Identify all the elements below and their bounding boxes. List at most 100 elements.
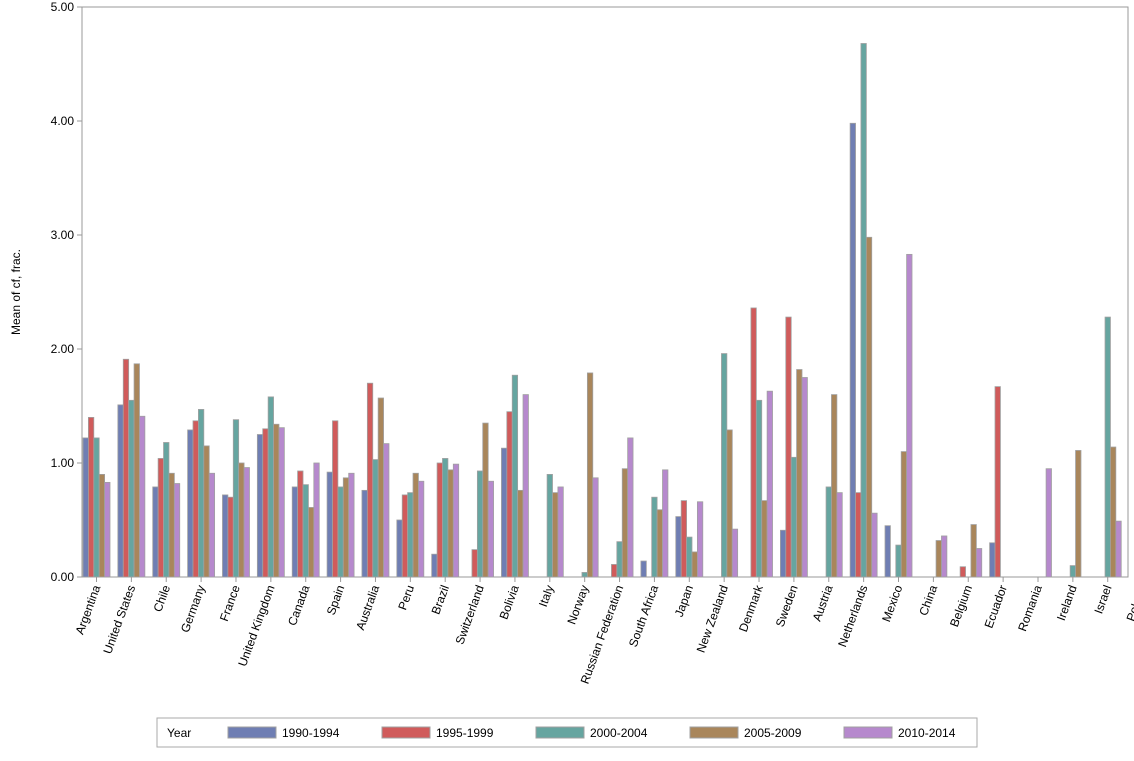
- bar-2010-2014-france: [243, 467, 250, 578]
- bar-2005-2009-germany: [203, 445, 210, 578]
- x-tick-label: New Zealand: [694, 583, 731, 654]
- bar-1990-1994-brazil: [431, 553, 438, 578]
- bar-2005-2009-south-africa: [656, 509, 663, 578]
- bar-2000-2004-brazil: [442, 458, 449, 578]
- bar-2000-2004-bolivia: [511, 374, 519, 578]
- bar-1995-1999-germany: [192, 420, 199, 578]
- bar-2000-2004-france: [232, 419, 240, 578]
- bar-2000-2004-sweden: [790, 456, 798, 578]
- bar-2010-2014-austria: [836, 492, 843, 578]
- x-tick-label: Sweden: [773, 583, 801, 629]
- bar-2005-2009-united-kingdom: [273, 423, 280, 578]
- x-tick-label: China: [916, 583, 940, 618]
- bar-2010-2014-sweden: [801, 377, 808, 578]
- x-tick-label: Ecuador: [981, 583, 1009, 630]
- bar-2005-2009-sweden: [796, 369, 803, 578]
- x-tick-label: Poland: [1123, 583, 1134, 623]
- bar-2005-2009-switzerland: [482, 422, 489, 578]
- bar-2010-2014-united-kingdom: [278, 427, 285, 578]
- bar-1995-1999-russian-federation: [611, 564, 618, 578]
- bar-2005-2009-mexico: [900, 451, 908, 578]
- x-tick-label: United States: [100, 583, 138, 655]
- bar-1995-1999-ecuador: [994, 386, 1001, 578]
- bar-2005-2009-netherlands: [865, 236, 873, 578]
- bar-2005-2009-austria: [831, 394, 838, 578]
- bar-2000-2004-chile: [163, 442, 170, 578]
- x-tick-label: Spain: [324, 583, 348, 617]
- bar-1995-1999-united-kingdom: [262, 428, 269, 578]
- legend-title: Year: [167, 726, 191, 740]
- bar-2000-2004-israel: [1104, 316, 1111, 578]
- bar-2010-2014-russian-federation: [627, 437, 634, 578]
- bar-2010-2014-bolivia: [522, 394, 529, 578]
- legend-label: 2000-2004: [590, 726, 648, 740]
- y-tick-label: 2.00: [51, 342, 75, 356]
- bar-2005-2009-ireland: [1075, 450, 1082, 578]
- bar-2005-2009-france: [238, 462, 245, 578]
- bar-2005-2009-denmark: [761, 500, 768, 578]
- bar-2000-2004-germany: [198, 409, 205, 578]
- x-tick-label: United Kingdom: [235, 583, 277, 668]
- y-axis-label: Mean of cf, frac.: [9, 249, 23, 335]
- x-tick-label: Brazil: [429, 583, 452, 616]
- bar-2000-2004-spain: [337, 486, 344, 578]
- bar-2010-2014-brazil: [452, 463, 460, 578]
- x-tick-label: Netherlands: [835, 583, 870, 649]
- legend-label: 2010-2014: [898, 726, 956, 740]
- bar-2005-2009-israel: [1110, 446, 1117, 578]
- bar-2010-2014-canada: [313, 462, 320, 578]
- plot-area: 0.001.002.003.004.005.00ArgentinaUnited …: [51, 0, 1134, 686]
- bar-2000-2004-canada: [302, 484, 309, 578]
- x-tick-label: Chile: [151, 583, 174, 614]
- bar-2000-2004-united-kingdom: [267, 396, 274, 578]
- bar-2000-2004-switzerland: [476, 470, 484, 578]
- bar-2005-2009-bolivia: [517, 489, 524, 578]
- bar-2010-2014-australia: [383, 443, 390, 578]
- y-tick-label: 1.00: [51, 456, 75, 470]
- bar-2005-2009-china: [935, 540, 942, 578]
- x-tick-label: France: [217, 583, 243, 623]
- bar-1990-1994-chile: [152, 486, 159, 578]
- bar-1990-1994-japan: [675, 516, 682, 578]
- bar-1995-1999-spain: [332, 420, 339, 578]
- x-tick-label: Israel: [1091, 583, 1114, 615]
- bar-2010-2014-israel: [1115, 520, 1122, 578]
- bar-2010-2014-spain: [348, 472, 355, 578]
- bar-2010-2014-germany: [208, 472, 216, 578]
- bar-2005-2009-japan: [691, 551, 698, 578]
- legend: Year 1990-1994 1995-1999 2000-2004 2005-200…: [156, 717, 978, 748]
- x-tick-label: Mexico: [879, 583, 905, 624]
- bar-2000-2004-peru: [407, 492, 414, 578]
- bar-1995-1999-canada: [297, 470, 304, 578]
- bar-2010-2014-italy: [557, 486, 564, 578]
- bar-2000-2004-japan: [686, 536, 693, 578]
- bar-2000-2004-australia: [372, 459, 379, 578]
- bar-1990-1994-ecuador: [989, 542, 996, 578]
- x-tick-label: Ireland: [1054, 583, 1080, 622]
- bar-2005-2009-brazil: [447, 469, 454, 578]
- bar-1990-1994-france: [222, 494, 229, 578]
- legend-label: 2005-2009: [744, 726, 802, 740]
- bar-2000-2004-norway: [581, 572, 588, 578]
- bar-2000-2004-ireland: [1069, 565, 1076, 578]
- bar-1990-1994-peru: [396, 519, 403, 578]
- x-tick-label: Argentina: [73, 583, 104, 636]
- legend-swatch: [843, 726, 893, 739]
- bar-1990-1994-united-kingdom: [256, 434, 264, 578]
- bar-2000-2004-mexico: [895, 544, 902, 578]
- bar-2000-2004-netherlands: [860, 43, 867, 578]
- bar-1990-1994-canada: [291, 486, 299, 578]
- bar-1990-1994-south-africa: [640, 560, 647, 578]
- x-tick-label: Switzerland: [453, 583, 487, 646]
- bar-2010-2014-switzerland: [487, 480, 494, 578]
- bar-1995-1999-belgium: [959, 566, 966, 578]
- x-tick-label: South Africa: [626, 583, 661, 649]
- bar-2010-2014-south-africa: [662, 469, 669, 578]
- bar-1995-1999-france: [227, 496, 234, 578]
- bar-1995-1999-argentina: [88, 416, 95, 578]
- bar-2010-2014-romania: [1045, 468, 1052, 578]
- bar-2005-2009-russian-federation: [621, 468, 629, 578]
- bar-1995-1999-australia: [366, 382, 374, 578]
- bar-2010-2014-netherlands: [871, 512, 878, 578]
- bar-2005-2009-canada: [308, 507, 315, 578]
